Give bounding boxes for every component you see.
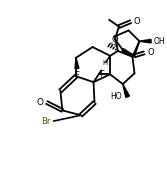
Text: Br: Br (41, 117, 51, 126)
Text: HO: HO (110, 92, 122, 101)
Text: H: H (103, 60, 108, 66)
Polygon shape (123, 84, 129, 97)
Text: OH: OH (154, 37, 165, 46)
Text: O: O (37, 98, 44, 107)
Text: O: O (133, 17, 140, 26)
Text: O: O (147, 48, 154, 57)
Polygon shape (122, 49, 134, 56)
Text: H: H (110, 42, 115, 48)
Text: F: F (99, 70, 104, 79)
Text: O: O (112, 35, 118, 44)
Polygon shape (139, 39, 151, 43)
Text: F: F (74, 71, 79, 80)
Polygon shape (75, 58, 79, 69)
